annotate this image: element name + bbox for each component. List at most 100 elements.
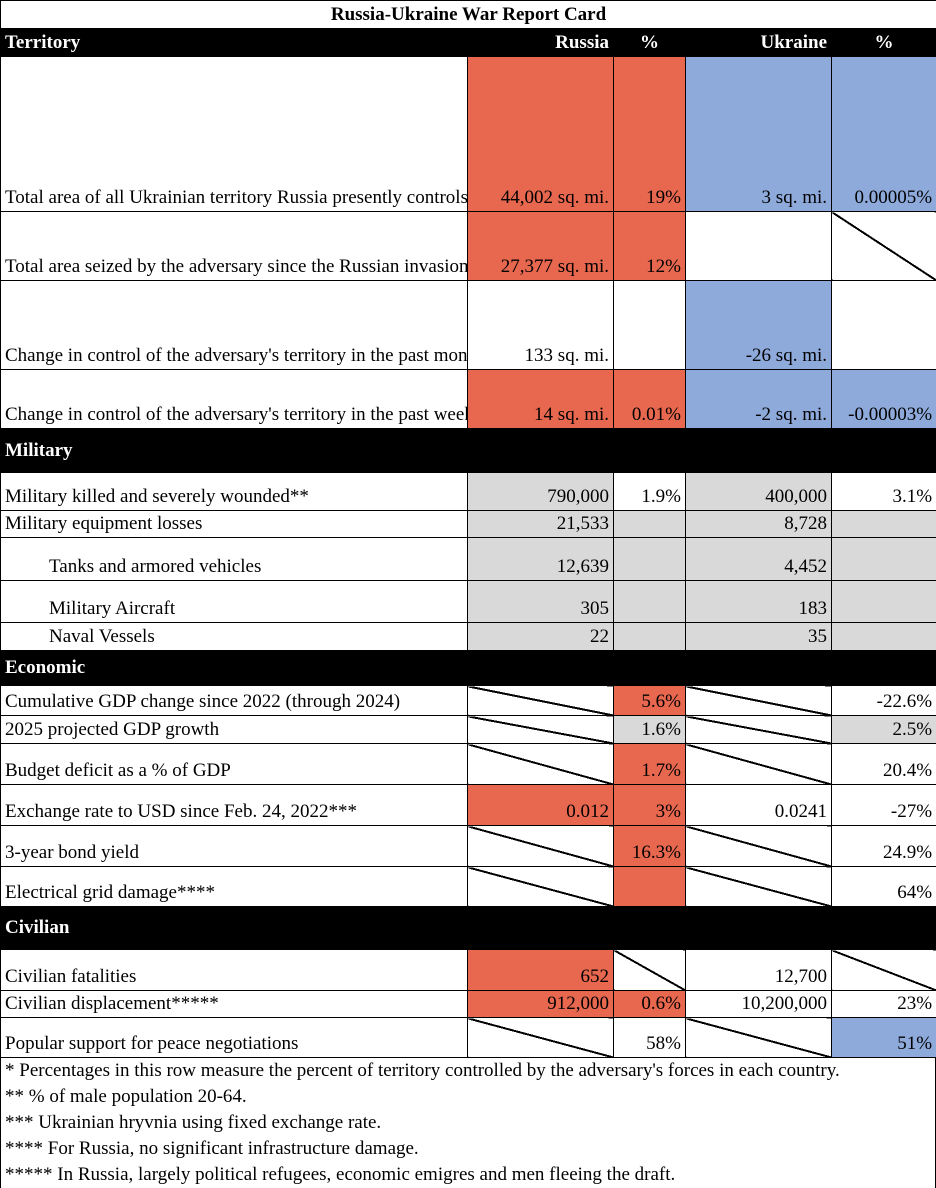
ukraine-value: 35 xyxy=(686,623,832,651)
footnote: *** Ukrainian hryvnia using fixed exchan… xyxy=(5,1110,935,1136)
ukraine-value: 400,000 xyxy=(686,473,832,511)
ukraine-value: 8,728 xyxy=(686,511,832,538)
section-economic: Economic xyxy=(1,651,936,686)
row-label: Popular support for peace negotiations xyxy=(1,1018,468,1058)
ukraine-value-not-applicable xyxy=(686,716,832,744)
table-row: Tanks and armored vehicles 12,639 4,452 xyxy=(1,538,936,581)
russia-pct xyxy=(614,538,686,581)
row-label: Budget deficit as a % of GDP xyxy=(1,744,468,785)
footnote: * Percentages in this row measure the pe… xyxy=(5,1058,935,1084)
ukraine-value: -26 sq. mi. xyxy=(686,281,832,370)
table-row: Civilian fatalities 652 12,700 xyxy=(1,950,936,991)
russia-pct: 3% xyxy=(614,785,686,826)
table-row: Total area seized by the adversary since… xyxy=(1,212,936,281)
footnote: ** % of male population 20-64. xyxy=(5,1084,935,1110)
table-row: 2025 projected GDP growth 1.6% 2.5% xyxy=(1,716,936,744)
ukraine-value-not-applicable xyxy=(686,212,832,281)
section-title: Territory xyxy=(1,29,468,57)
ukraine-value: 10,200,000 xyxy=(686,991,832,1018)
section-title: Economic xyxy=(1,651,936,686)
header-russia: Russia xyxy=(468,29,614,57)
report-title: Russia-Ukraine War Report Card xyxy=(1,1,936,29)
russia-value: 21,533 xyxy=(468,511,614,538)
table-row: Change in control of the adversary's ter… xyxy=(1,370,936,429)
ukraine-value: 4,452 xyxy=(686,538,832,581)
row-label: Naval Vessels xyxy=(1,623,468,651)
ukraine-pct: -0.00003% xyxy=(832,370,936,429)
row-label: Electrical grid damage**** xyxy=(1,867,468,907)
russia-value: 790,000 xyxy=(468,473,614,511)
ukraine-pct: 3.1% xyxy=(832,473,936,511)
table-row: Naval Vessels 22 35 xyxy=(1,623,936,651)
section-title: Military xyxy=(1,429,936,473)
header-ukraine: Ukraine xyxy=(686,29,832,57)
ukraine-value: 0.0241 xyxy=(686,785,832,826)
table-row: Budget deficit as a % of GDP 1.7% 20.4% xyxy=(1,744,936,785)
table-row: Electrical grid damage**** 64% xyxy=(1,867,936,907)
row-label: Military Aircraft xyxy=(1,581,468,623)
russia-value-not-applicable xyxy=(468,867,614,907)
row-label: Civilian displacement***** xyxy=(1,991,468,1018)
russia-pct-not-applicable xyxy=(614,950,686,991)
russia-value-not-applicable xyxy=(468,826,614,867)
table-row: Military equipment losses 21,533 8,728 xyxy=(1,511,936,538)
ukraine-pct xyxy=(832,511,936,538)
ukraine-pct-not-applicable xyxy=(832,212,936,281)
ukraine-value-not-applicable xyxy=(686,686,832,716)
russia-value: 652 xyxy=(468,950,614,991)
table-row: Military Aircraft 305 183 xyxy=(1,581,936,623)
russia-pct: 1.9% xyxy=(614,473,686,511)
russia-pct: 58% xyxy=(614,1018,686,1058)
row-label: Tanks and armored vehicles xyxy=(1,538,468,581)
ukraine-pct xyxy=(832,581,936,623)
row-label: Military killed and severely wounded** xyxy=(1,473,468,511)
ukraine-pct: 24.9% xyxy=(832,826,936,867)
row-label: Civilian fatalities xyxy=(1,950,468,991)
ukraine-pct xyxy=(832,281,936,370)
russia-pct: 19% xyxy=(614,57,686,212)
ukraine-value: 3 sq. mi. xyxy=(686,57,832,212)
russia-value: 27,377 sq. mi. xyxy=(468,212,614,281)
russia-value: 22 xyxy=(468,623,614,651)
section-military: Military xyxy=(1,429,936,473)
russia-pct: 1.7% xyxy=(614,744,686,785)
russia-value-not-applicable xyxy=(468,1018,614,1058)
ukraine-pct: 23% xyxy=(832,991,936,1018)
footnotes: * Percentages in this row measure the pe… xyxy=(0,1058,936,1188)
header-russia-pct: % xyxy=(614,29,686,57)
section-title: Civilian xyxy=(1,907,936,950)
ukraine-pct-not-applicable xyxy=(832,950,936,991)
row-label: 3-year bond yield xyxy=(1,826,468,867)
ukraine-pct xyxy=(832,623,936,651)
russia-value: 44,002 sq. mi. xyxy=(468,57,614,212)
table-row: Change in control of the adversary's ter… xyxy=(1,281,936,370)
ukraine-pct: -27% xyxy=(832,785,936,826)
russia-pct xyxy=(614,581,686,623)
russia-pct: 0.6% xyxy=(614,991,686,1018)
russia-pct xyxy=(614,623,686,651)
table-row: 3-year bond yield 16.3% 24.9% xyxy=(1,826,936,867)
russia-value: 12,639 xyxy=(468,538,614,581)
footnote: ***** In Russia, largely political refug… xyxy=(5,1162,935,1188)
russia-value: 305 xyxy=(468,581,614,623)
russia-pct: 1.6% xyxy=(614,716,686,744)
russia-value: 912,000 xyxy=(468,991,614,1018)
ukraine-pct: 51% xyxy=(832,1018,936,1058)
footnote: **** For Russia, no significant infrastr… xyxy=(5,1136,935,1162)
russia-pct: 0.01% xyxy=(614,370,686,429)
ukraine-value: -2 sq. mi. xyxy=(686,370,832,429)
ukraine-pct xyxy=(832,538,936,581)
table-row: Military killed and severely wounded** 7… xyxy=(1,473,936,511)
russia-pct: 12% xyxy=(614,212,686,281)
russia-value-not-applicable xyxy=(468,686,614,716)
ukraine-pct: 2.5% xyxy=(832,716,936,744)
russia-value: 133 sq. mi. xyxy=(468,281,614,370)
table-row: Cumulative GDP change since 2022 (throug… xyxy=(1,686,936,716)
table-row: Popular support for peace negotiations 5… xyxy=(1,1018,936,1058)
russia-value-not-applicable xyxy=(468,716,614,744)
ukraine-pct: 64% xyxy=(832,867,936,907)
russia-pct: 5.6% xyxy=(614,686,686,716)
russia-value-not-applicable xyxy=(468,744,614,785)
row-label: Change in control of the adversary's ter… xyxy=(1,281,468,370)
